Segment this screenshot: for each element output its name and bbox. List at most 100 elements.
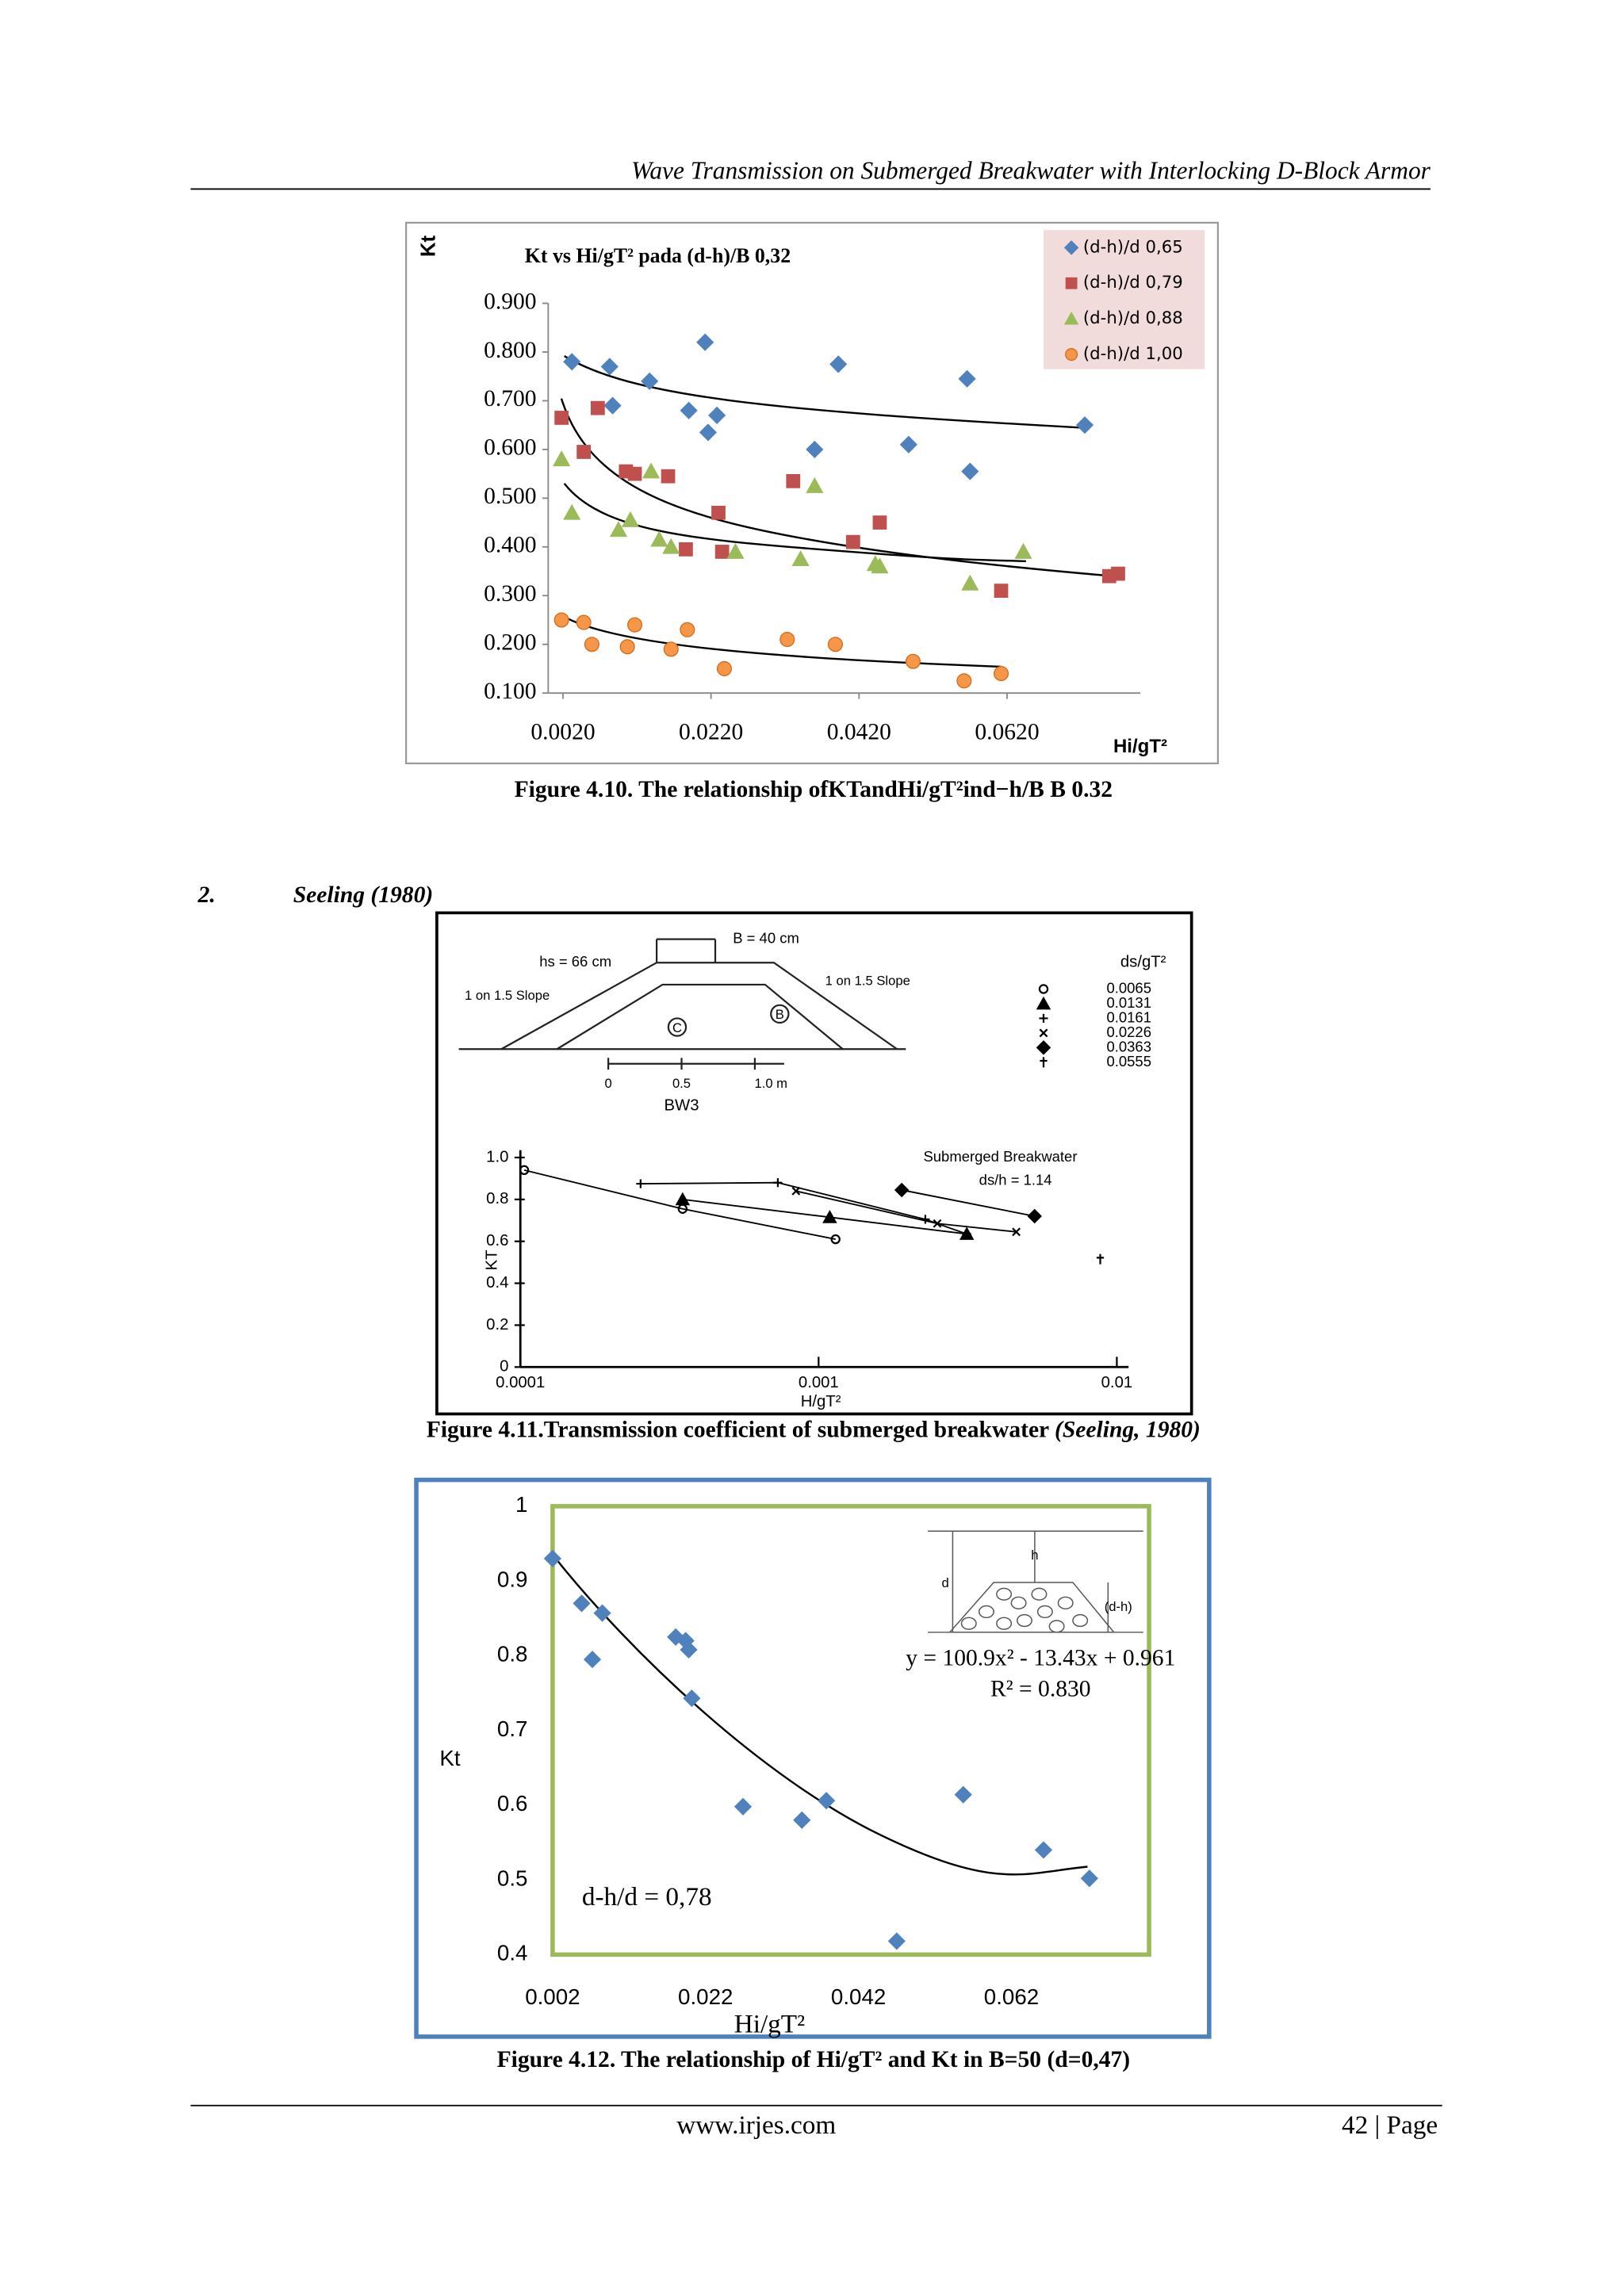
legend-marker xyxy=(1040,1057,1048,1068)
legend-label: 0.0161 xyxy=(1106,1008,1151,1025)
chart-title: Kt vs Hi/gT² pada (d-h)/B 0,32 xyxy=(525,244,791,267)
point xyxy=(716,660,732,676)
y-tick-label: 0.700 xyxy=(484,386,536,411)
point xyxy=(994,584,1009,598)
point xyxy=(563,353,581,371)
trend-line xyxy=(560,398,1110,577)
y-tick-label: 1.0 xyxy=(486,1148,508,1165)
point xyxy=(956,673,972,689)
x-tick-label: 0.0001 xyxy=(496,1374,545,1391)
point xyxy=(1014,542,1032,559)
legend-label: (d-h)/d 0,88 xyxy=(1083,308,1183,328)
point xyxy=(714,545,730,559)
point xyxy=(994,666,1009,682)
figure-caption: Figure 4.10. The relationship ofKTandHi/… xyxy=(515,777,1113,802)
point xyxy=(636,1179,645,1188)
point xyxy=(554,411,569,425)
annotation: d-h/d = 0,78 xyxy=(582,1882,712,1911)
point xyxy=(680,622,695,637)
legend-marker xyxy=(1063,311,1079,325)
point xyxy=(680,401,698,419)
zone-marker xyxy=(770,1004,790,1024)
chart-frame xyxy=(414,1477,1212,2039)
point xyxy=(603,396,622,415)
point xyxy=(1012,1227,1021,1237)
y-tick-label: 0.400 xyxy=(484,533,536,558)
chart-frame xyxy=(435,911,1193,1416)
point xyxy=(905,653,921,669)
point xyxy=(1111,566,1125,581)
legend-marker xyxy=(1039,1028,1048,1038)
point xyxy=(593,1604,611,1622)
point xyxy=(696,333,714,351)
point xyxy=(958,369,976,388)
point xyxy=(708,406,726,424)
scale-label: 1.0 m xyxy=(754,1076,787,1091)
y-axis-label: Kt xyxy=(439,1746,460,1770)
y-tick-label: 0.6 xyxy=(486,1232,508,1249)
schematic-name: BW3 xyxy=(665,1097,699,1115)
scale-label: 0.5 xyxy=(672,1076,691,1091)
x-tick-label: 0.062 xyxy=(984,1984,1039,2009)
point xyxy=(563,503,581,520)
point xyxy=(711,505,726,520)
inset-label: h xyxy=(1031,1548,1038,1563)
y-tick-label: 0.500 xyxy=(484,484,536,509)
annotation: Submerged Breakwater xyxy=(923,1148,1077,1165)
legend-label: (d-h)/d 1,00 xyxy=(1083,344,1183,364)
zone-marker xyxy=(667,1017,688,1037)
x-axis-label: Hi/gT² xyxy=(734,2010,805,2039)
point xyxy=(573,1594,591,1613)
section-title: Seeling (1980) xyxy=(293,882,433,908)
schematic-label: B = 40 cm xyxy=(733,930,799,947)
y-tick-label: 0.9 xyxy=(497,1567,528,1591)
point xyxy=(726,542,745,559)
point xyxy=(961,574,979,591)
x-tick-label: 0.0020 xyxy=(530,720,595,745)
running-header: Wave Transmission on Submerged Breakwate… xyxy=(631,156,1431,184)
point xyxy=(1096,1253,1105,1265)
x-tick-label: 0.0220 xyxy=(679,720,743,745)
x-tick-label: 0.0620 xyxy=(975,720,1039,745)
point xyxy=(793,1811,811,1829)
legend-marker xyxy=(1038,984,1049,994)
caption-citation: (Seeling, 1980) xyxy=(1055,1417,1201,1442)
y-tick-label: 0.200 xyxy=(484,629,536,655)
point xyxy=(818,1792,836,1810)
trend-lines xyxy=(560,355,1110,668)
point xyxy=(553,450,571,467)
schematic-label: B xyxy=(776,1007,784,1022)
y-tick-label: 0.2 xyxy=(486,1316,508,1334)
inset-label: (d-h) xyxy=(1105,1599,1132,1614)
point xyxy=(887,1932,906,1950)
x-tick-label: 0.002 xyxy=(525,1984,580,2009)
point xyxy=(663,641,679,657)
point xyxy=(679,542,693,557)
point xyxy=(553,612,569,628)
point xyxy=(1034,1841,1053,1859)
point xyxy=(954,1785,972,1804)
trend-line xyxy=(564,355,1085,429)
x-tick-label: 0.042 xyxy=(831,1984,886,2009)
r-squared: R² = 0.830 xyxy=(990,1677,1090,1702)
y-tick-label: 1 xyxy=(515,1492,527,1517)
legend-label: (d-h)/d 0,79 xyxy=(1083,273,1183,293)
point xyxy=(779,632,795,648)
y-tick-label: 0.900 xyxy=(484,289,536,314)
point xyxy=(830,1234,841,1245)
armor-units xyxy=(960,1587,1089,1633)
point xyxy=(543,1549,561,1567)
legend-title: ds/gT² xyxy=(1120,954,1166,971)
trend-line xyxy=(551,1554,1088,1876)
point xyxy=(680,1640,698,1659)
point xyxy=(773,1178,783,1188)
schematic-label: hs = 66 cm xyxy=(539,953,611,970)
point xyxy=(675,1192,691,1206)
caption-text: Figure 4.11.Transmission coefficient of … xyxy=(427,1417,1055,1442)
point xyxy=(576,445,592,459)
series-line xyxy=(901,1189,1035,1217)
y-tick-label: 0.800 xyxy=(484,338,536,363)
equation: y = 100.9x² - 13.43x + 0.961 xyxy=(906,1646,1175,1671)
